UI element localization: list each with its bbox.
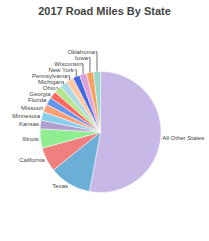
svg-text:New York: New York bbox=[48, 67, 74, 73]
svg-text:Florida: Florida bbox=[28, 97, 47, 103]
svg-text:Michigan: Michigan bbox=[38, 79, 62, 85]
svg-text:Illinois: Illinois bbox=[22, 136, 39, 142]
svg-text:Missouri: Missouri bbox=[21, 105, 43, 111]
svg-text:Georgia: Georgia bbox=[29, 91, 51, 97]
svg-text:Oklahoma: Oklahoma bbox=[67, 49, 95, 55]
svg-text:Minnesota: Minnesota bbox=[12, 113, 40, 119]
svg-text:Ohio: Ohio bbox=[43, 85, 56, 91]
svg-text:2017 Road Miles By State: 2017 Road Miles By State bbox=[38, 5, 171, 17]
svg-text:Iowa: Iowa bbox=[75, 55, 88, 61]
svg-text:Kansas: Kansas bbox=[19, 121, 39, 127]
svg-text:Wisconsin: Wisconsin bbox=[54, 61, 81, 67]
svg-text:All Other States: All Other States bbox=[162, 135, 204, 141]
svg-text:Pennsylvania: Pennsylvania bbox=[32, 73, 68, 79]
svg-text:Texas: Texas bbox=[52, 183, 68, 189]
svg-text:California: California bbox=[19, 157, 45, 163]
